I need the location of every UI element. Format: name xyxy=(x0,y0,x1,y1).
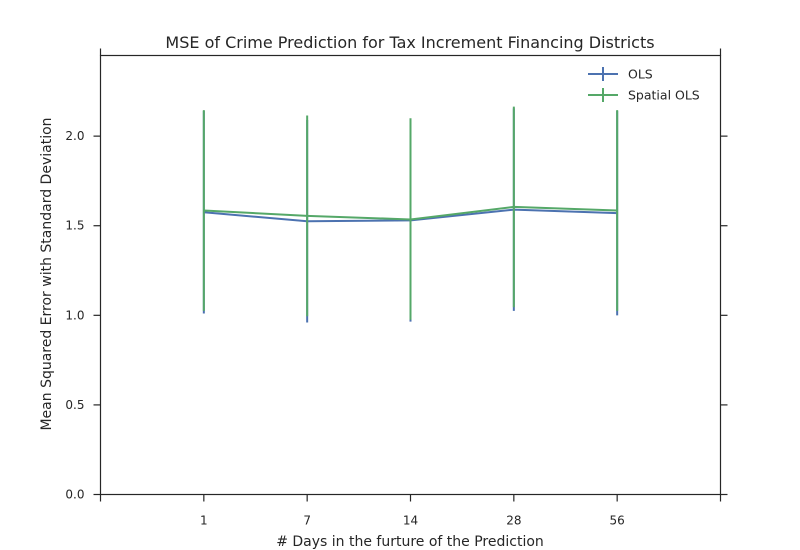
y-tick-label: 1.5 xyxy=(65,219,84,233)
x-tick-label: 1 xyxy=(200,514,208,528)
line-spatial-ols xyxy=(203,205,618,221)
legend-label-ols: OLS xyxy=(628,67,653,82)
x-tick-label: 28 xyxy=(506,514,521,528)
x-tick-label: 14 xyxy=(403,514,418,528)
y-tick-label: 2.0 xyxy=(65,129,84,143)
x-tick-label: 56 xyxy=(610,514,625,528)
legend-item-spatial-ols: Spatial OLS xyxy=(588,88,700,103)
y-tick-label: 1.0 xyxy=(65,308,84,322)
legend-label-spatial-ols: Spatial OLS xyxy=(628,88,700,103)
y-axis: 0.0 0.5 1.0 1.5 2.0 xyxy=(65,129,728,502)
y-tick-label: 0.0 xyxy=(65,488,84,502)
chart-title: MSE of Crime Prediction for Tax Incremen… xyxy=(165,33,654,52)
x-axis-label: # Days in the furture of the Prediction xyxy=(276,534,544,550)
series-spatial-ols xyxy=(202,106,619,320)
y-tick-label: 0.5 xyxy=(65,398,84,412)
x-axis: 1 7 14 28 56 xyxy=(99,48,722,528)
y-axis-label: Mean Squared Error with Standard Deviati… xyxy=(39,117,55,430)
legend: OLS Spatial OLS xyxy=(588,67,700,103)
x-tick-label: 7 xyxy=(303,514,311,528)
legend-item-ols: OLS xyxy=(588,67,653,82)
series-layer xyxy=(202,106,619,323)
